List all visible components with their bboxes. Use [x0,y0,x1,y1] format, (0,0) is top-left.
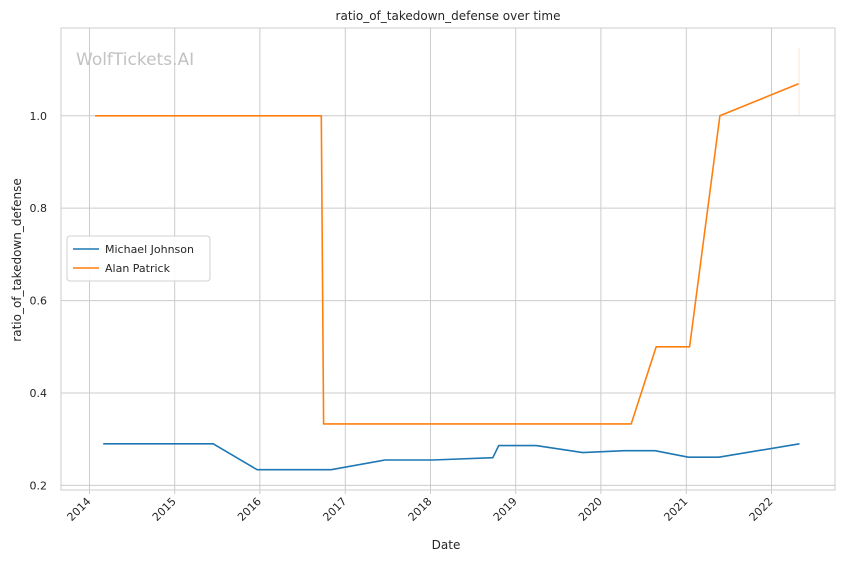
x-tick-label-2019: 2019 [491,495,520,524]
x-axis-label: Date [432,538,461,552]
y-axis-label: ratio_of_takedown_defense [10,178,24,341]
x-tick-label-2017: 2017 [320,495,349,524]
y-tick-label-0.6: 0.6 [30,295,48,308]
x-tick-label-2014: 2014 [65,495,94,524]
y-tick-label-1.0: 1.0 [30,110,48,123]
series-layer [95,82,800,471]
series-line-alan-patrick [95,82,800,425]
legend-box [66,235,211,282]
y-tick-label-0.4: 0.4 [30,387,48,400]
x-tick-label-2020: 2020 [576,495,605,524]
y-ticks: 0.2 0.4 0.6 0.8 1.0 [30,110,48,493]
legend: Michael Johnson Alan Patrick [66,235,211,282]
legend-label-alan-patrick: Alan Patrick [105,262,171,275]
y-tick-label-0.2: 0.2 [30,479,48,492]
x-tick-label-2022: 2022 [747,495,776,524]
legend-label-michael-johnson: Michael Johnson [105,243,194,256]
x-tick-label-2018: 2018 [406,495,435,524]
x-tick-label-2021: 2021 [661,495,690,524]
series-line-michael-johnson [103,442,800,471]
chart-title: ratio_of_takedown_defense over time [336,9,561,23]
x-tick-label-2016: 2016 [235,495,264,524]
x-ticks: 2014 2015 2016 2017 2018 2019 2020 2021 2022 [65,490,776,524]
y-tick-label-0.8: 0.8 [30,202,48,215]
watermark: WolfTickets.AI [76,50,194,70]
x-tick-label-2015: 2015 [150,495,179,524]
